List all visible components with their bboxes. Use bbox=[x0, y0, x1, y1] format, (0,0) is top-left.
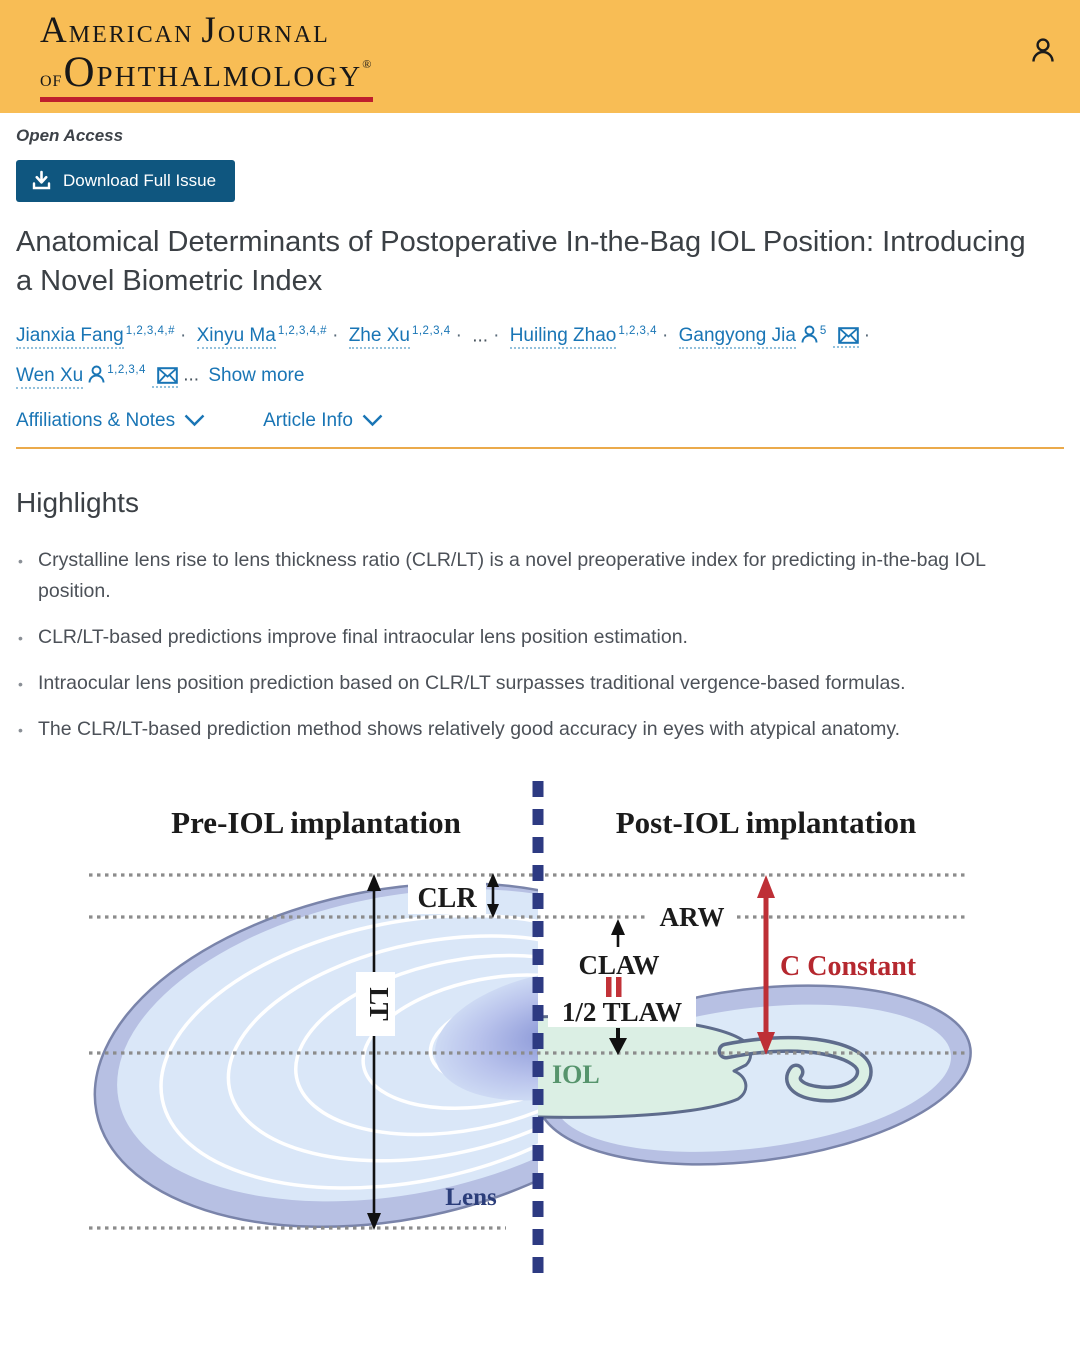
lt-arrowhead-up bbox=[367, 873, 381, 891]
claw-label-box bbox=[572, 945, 666, 980]
logo-line-1: AMERICAN JOURNAL bbox=[40, 12, 1080, 49]
person-icon bbox=[88, 365, 105, 383]
logo-line-2: OFOPHTHALMOLOGY® bbox=[40, 49, 374, 102]
gold-divider-rule bbox=[16, 446, 1064, 449]
figure-label-arw: ARW bbox=[659, 902, 724, 932]
author-separator: · bbox=[493, 325, 500, 347]
author-separator: · bbox=[455, 325, 462, 347]
author-row-1: Jianxia Fang 1,2,3,4,# · Xinyu Ma 1,2,3,4,#… bbox=[16, 314, 1064, 353]
chevron-down-icon bbox=[184, 414, 205, 427]
mail-icon[interactable] bbox=[157, 366, 178, 384]
arw-label-box bbox=[648, 900, 736, 932]
author-separator: · bbox=[180, 325, 187, 347]
open-access-label: Open Access bbox=[16, 126, 124, 145]
reference-dotted-lines bbox=[89, 873, 968, 1230]
registered-mark: ® bbox=[362, 57, 374, 71]
lt-arrowhead-down bbox=[367, 1212, 381, 1230]
author-link[interactable]: Jianxia Fang bbox=[16, 325, 124, 350]
figure-label-lt: LT bbox=[364, 987, 394, 1021]
article-info-label: Article Info bbox=[263, 409, 353, 431]
author-row-2: Wen Xu 1,2,3,4 ... Show more bbox=[16, 353, 1064, 392]
affiliations-notes-link[interactable]: Affiliations & Notes bbox=[16, 410, 205, 432]
highlight-item: Crystalline lens rise to lens thickness … bbox=[16, 545, 1046, 607]
highlights-heading: Highlights bbox=[16, 486, 139, 518]
clr-arrowhead-down bbox=[487, 903, 499, 918]
person-icon bbox=[801, 325, 818, 343]
author-separator: · bbox=[863, 325, 871, 347]
affiliations-notes-label: Affiliations & Notes bbox=[16, 409, 176, 431]
article-title: Anatomical Determinants of Postoperative… bbox=[16, 226, 1026, 297]
download-icon bbox=[32, 170, 51, 190]
author-affil-sup: 5 bbox=[819, 325, 827, 337]
crystalline-lens-illustration bbox=[93, 881, 538, 1228]
journal-logo: AMERICAN JOURNAL OFOPHTHALMOLOGY® bbox=[40, 12, 1080, 102]
tlaw-label-box bbox=[548, 993, 696, 1027]
figure-label-half-tlaw: 1/2 TLAW bbox=[562, 997, 682, 1027]
logo-text: A bbox=[40, 10, 69, 51]
author-affil-sup: 1,2,3,4 bbox=[411, 325, 451, 337]
figure-pre-title: Pre-IOL implantation bbox=[171, 805, 461, 840]
author-link[interactable]: Zhe Xu bbox=[348, 325, 410, 350]
author-link[interactable]: Huiling Zhao bbox=[509, 325, 617, 350]
capsular-bag-iol-illustration bbox=[538, 984, 972, 1166]
figure-canvas: Pre-IOL implantation Post-IOL implantati… bbox=[89, 780, 972, 1281]
mail-icon[interactable] bbox=[837, 327, 859, 345]
figure-label-c-constant: C Constant bbox=[780, 951, 917, 982]
logo-text: O bbox=[63, 49, 97, 96]
c-constant-arrowhead-down bbox=[757, 1031, 775, 1055]
clr-label-box bbox=[408, 878, 486, 914]
claw-arrowhead-up bbox=[611, 918, 625, 935]
authors-ellipsis: ... bbox=[472, 325, 489, 347]
highlight-item: CLR/LT-based predictions improve final i… bbox=[16, 622, 1046, 654]
author-link[interactable]: Wen Xu bbox=[16, 364, 84, 389]
figure-label-iol: IOL bbox=[552, 1060, 600, 1089]
figure-label-claw: CLAW bbox=[578, 950, 659, 980]
author-link[interactable]: Gangyong Jia bbox=[678, 325, 796, 350]
iol-biometry-figure: Pre-IOL implantation Post-IOL implantati… bbox=[86, 775, 986, 1305]
figure-label-clr: CLR bbox=[417, 883, 477, 914]
author-affil-sup: 1,2,3,4 bbox=[107, 364, 146, 377]
c-constant-arrowhead-up bbox=[757, 874, 775, 898]
highlight-item: The CLR/LT-based prediction method shows… bbox=[16, 714, 1046, 746]
author-separator: · bbox=[662, 325, 669, 347]
download-full-issue-button[interactable]: Download Full Issue bbox=[16, 160, 236, 202]
tlaw-arrowhead-down bbox=[609, 1037, 627, 1055]
person-icon bbox=[1032, 38, 1054, 62]
show-more-link[interactable]: Show more bbox=[208, 364, 305, 386]
lens-nucleus bbox=[434, 969, 538, 1101]
lt-label-box bbox=[356, 971, 395, 1036]
account-button[interactable] bbox=[1028, 36, 1058, 66]
equals-sign bbox=[606, 976, 622, 997]
author-link[interactable]: Xinyu Ma bbox=[196, 325, 276, 350]
author-affil-sup: 1,2,3,4,# bbox=[125, 325, 175, 337]
highlights-list: Crystalline lens rise to lens thickness … bbox=[16, 545, 1064, 746]
figure-post-title: Post-IOL implantation bbox=[616, 805, 917, 840]
show-more-ellipsis: ... bbox=[183, 364, 200, 386]
logo-text: OF bbox=[40, 73, 63, 90]
author-list: Jianxia Fang 1,2,3,4,# · Xinyu Ma 1,2,3,4,#… bbox=[16, 314, 1064, 393]
article-info-link[interactable]: Article Info bbox=[263, 410, 383, 432]
article-meta-links: Affiliations & Notes Article Info bbox=[16, 410, 1064, 432]
download-button-label: Download Full Issue bbox=[63, 170, 217, 190]
logo-text: MERICAN bbox=[68, 22, 194, 48]
figure-label-lens: Lens bbox=[445, 1184, 497, 1211]
logo-text: OURNAL bbox=[217, 22, 330, 48]
highlight-item: Intraocular lens position prediction bas… bbox=[16, 668, 1046, 700]
author-affil-sup: 1,2,3,4 bbox=[618, 325, 658, 337]
author-affil-sup: 1,2,3,4,# bbox=[277, 325, 328, 337]
chevron-down-icon bbox=[362, 414, 383, 427]
clr-arrowhead-up bbox=[487, 872, 499, 887]
journal-header: AMERICAN JOURNAL OFOPHTHALMOLOGY® bbox=[0, 0, 1080, 113]
logo-text: J bbox=[201, 10, 218, 51]
author-separator: · bbox=[332, 325, 339, 347]
logo-text: PHTHALMOLOGY bbox=[96, 61, 363, 93]
